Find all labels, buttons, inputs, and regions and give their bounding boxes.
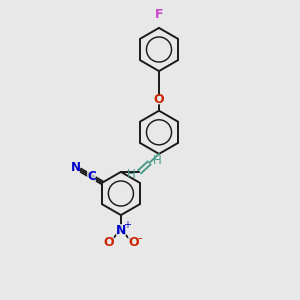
Text: O: O xyxy=(154,93,164,106)
Text: -: - xyxy=(137,232,142,245)
Text: N: N xyxy=(116,224,126,237)
Text: H: H xyxy=(127,168,136,181)
Text: O: O xyxy=(103,236,114,249)
Text: C: C xyxy=(87,170,96,183)
Text: F: F xyxy=(155,8,163,21)
Text: +: + xyxy=(123,220,131,230)
Text: N: N xyxy=(70,161,80,174)
Text: H: H xyxy=(153,154,162,167)
Text: O: O xyxy=(128,236,139,249)
